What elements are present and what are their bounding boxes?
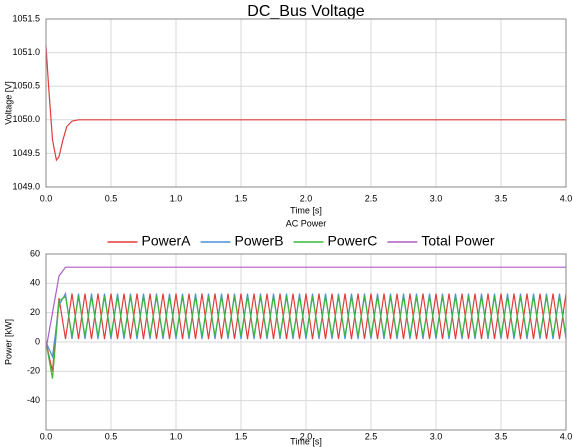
y-tick-label: 1050.0: [12, 114, 40, 124]
x-tick-label: 2.5: [365, 193, 378, 203]
x-tick-label: 0.5: [105, 431, 118, 441]
x-axis-label: Time [s]: [290, 205, 322, 215]
chart-title: DC_Bus Voltage: [247, 3, 365, 20]
y-tick-label: 0: [35, 336, 40, 346]
x-tick-label: 2.0: [300, 193, 313, 203]
chart-title: AC Power: [286, 218, 327, 228]
x-axis-label: Time [s]: [290, 436, 322, 446]
legend-label: PowerC: [328, 233, 378, 249]
y-tick-label: 1051.5: [12, 13, 40, 23]
x-tick-label: 3.5: [495, 431, 508, 441]
data-line: [45, 293, 567, 372]
x-tick-label: 3.5: [495, 193, 508, 203]
data-line: [45, 45, 566, 162]
x-tick-label: 2.5: [365, 431, 378, 441]
y-tick-label: 1049.5: [12, 148, 40, 158]
y-tick-label: 60: [30, 248, 40, 258]
x-tick-label: 4.0: [560, 193, 573, 203]
data-line: [45, 295, 567, 379]
y-tick-label: 40: [30, 278, 40, 288]
x-tick-label: 0.0: [40, 193, 53, 203]
x-tick-label: 2.0: [300, 431, 313, 441]
y-axis-label: Power [kW]: [3, 319, 13, 365]
plot-border: [45, 18, 567, 188]
legend-label: PowerB: [235, 233, 284, 249]
y-tick-label: 1050.5: [12, 81, 40, 91]
x-tick-label: 1.0: [170, 431, 183, 441]
y-tick-label: -20: [27, 366, 40, 376]
x-tick-label: 1.5: [235, 431, 248, 441]
legend-label: Total Power: [421, 233, 494, 249]
legend-label: PowerA: [141, 233, 191, 249]
x-tick-label: 3.0: [430, 193, 443, 203]
y-axis-label: Voltage [V]: [3, 81, 13, 125]
legend: PowerA PowerB PowerC Total Power: [107, 233, 495, 249]
x-tick-label: 1.5: [235, 193, 248, 203]
data-line: [45, 266, 566, 350]
x-tick-label: 4.0: [560, 431, 573, 441]
plot-border: [45, 253, 567, 431]
x-tick-label: 0.5: [105, 193, 118, 203]
x-tick-label: 3.0: [430, 431, 443, 441]
y-tick-label: -40: [27, 395, 40, 405]
y-tick-label: 20: [30, 307, 40, 317]
x-tick-label: 0.0: [40, 431, 53, 441]
y-tick-label: 1051.0: [12, 47, 40, 57]
x-tick-label: 1.0: [170, 193, 183, 203]
y-tick-label: 1049.0: [12, 181, 40, 191]
